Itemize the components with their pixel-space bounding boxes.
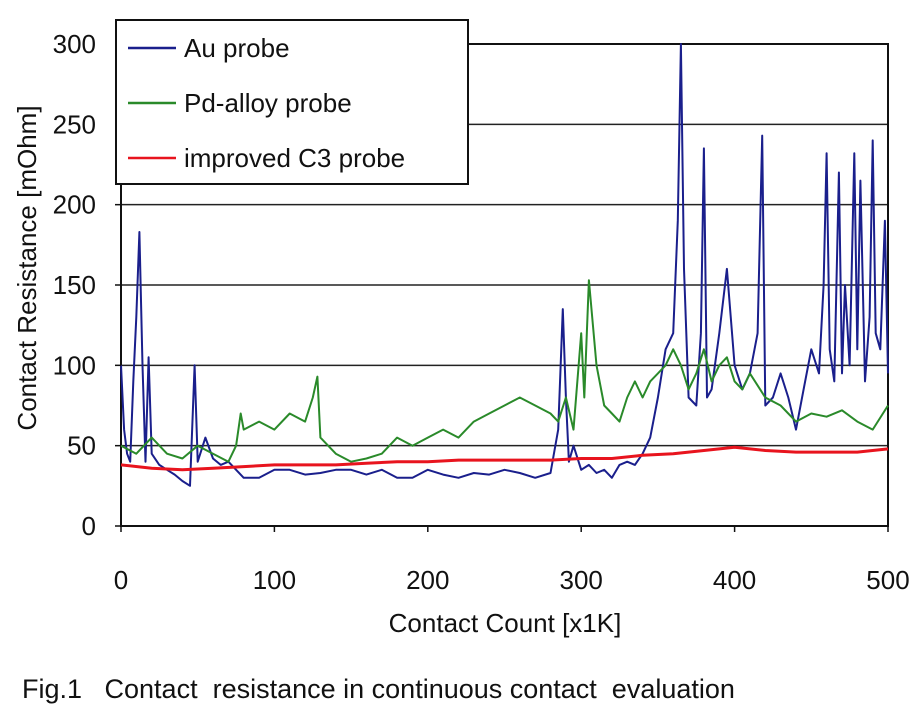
series-line-2: [120, 279, 889, 463]
legend-label: Pd-alloy probe: [184, 88, 352, 118]
x-axis-title: Contact Count [x1K]: [389, 608, 622, 638]
x-tick-label: 400: [713, 565, 756, 595]
x-tick-label: 500: [866, 565, 909, 595]
x-tick-label: 300: [560, 565, 603, 595]
series-line-3: [120, 445, 889, 472]
y-tick-label: 150: [53, 270, 96, 300]
y-tick-label: 100: [53, 350, 96, 380]
figure-caption: Fig.1 Contact resistance in continuous c…: [22, 674, 735, 704]
series-line-1: [120, 43, 889, 487]
x-tick-label: 0: [114, 565, 128, 595]
y-tick-label: 50: [67, 431, 96, 461]
y-tick-label: 200: [53, 190, 96, 220]
y-axis-title: Contact Resistance [mOhm]: [12, 105, 42, 430]
y-tick-label: 250: [53, 109, 96, 139]
legend-label: Au probe: [184, 33, 290, 63]
legend: Au probe Pd-alloy probe improved C3 probe: [115, 19, 469, 185]
y-tick-label: 300: [53, 29, 96, 59]
legend-label: improved C3 probe: [184, 143, 405, 173]
y-tick-label: 0: [82, 511, 96, 541]
x-tick-label: 200: [406, 565, 449, 595]
x-tick-label: 100: [253, 565, 296, 595]
